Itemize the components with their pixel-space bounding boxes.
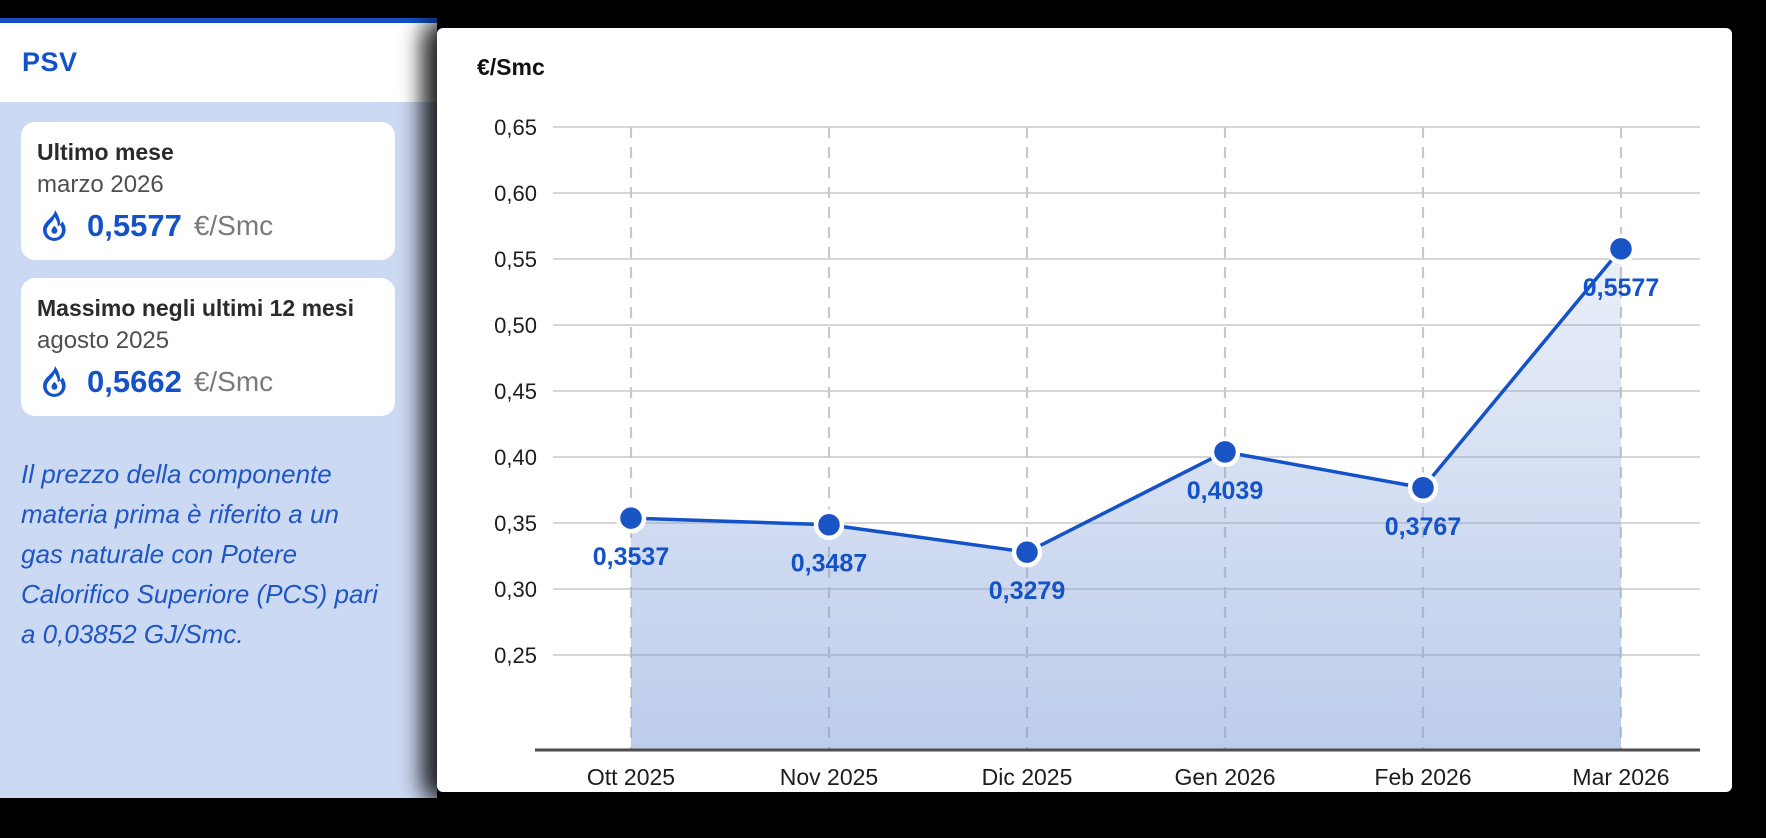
point-value-label: 0,4039 [1187, 477, 1263, 505]
flame-icon [43, 210, 66, 241]
y-tick-label: 0,45 [494, 379, 537, 404]
point-value-label: 0,5577 [1583, 274, 1659, 302]
point-value-label: 0,3767 [1385, 513, 1461, 541]
y-tick-label: 0,30 [494, 577, 537, 602]
x-tick-label: Feb 2026 [1374, 764, 1471, 790]
card-title: Massimo negli ultimi 12 mesi [37, 295, 354, 321]
price-line [630, 247, 1623, 554]
data-point [1605, 233, 1637, 265]
y-tick-label: 0,25 [494, 643, 537, 668]
card-title: Ultimo mese [37, 139, 174, 165]
max-12-months-card: Massimo negli ultimi 12 mesi agosto 2025… [21, 278, 395, 416]
data-point [1407, 472, 1439, 504]
card-value: 0,5662 [87, 364, 182, 399]
card-value-row: 0,5577 €/Smc [37, 208, 377, 244]
y-tick-label: 0,50 [494, 313, 537, 338]
chart-unit-label: €/Smc [477, 54, 545, 80]
card-value-row: 0,5662 €/Smc [37, 364, 377, 400]
card-unit: €/Smc [193, 366, 274, 397]
data-point [813, 509, 845, 540]
price-note-text: Il prezzo della componente materia prima… [21, 459, 378, 649]
point-value-label: 0,3537 [593, 543, 669, 571]
sidebar-header: PSV [0, 23, 437, 102]
point-value-label: 0,3487 [791, 550, 867, 578]
top-accent-bar [0, 18, 437, 23]
y-tick-label: 0,40 [494, 445, 537, 470]
card-subtitle: agosto 2025 [37, 327, 170, 354]
sidebar-panel: Ultimo mese marzo 2026 0,5577 €/Smc Mass… [0, 102, 437, 798]
card-subtitle: marzo 2026 [37, 171, 164, 198]
x-tick-label: Mar 2026 [1572, 764, 1669, 790]
psv-price-line-chart: 0,65 0,60 0,55 0,50 0,45 0,40 0,35 0,30 0,25 0,35… [494, 115, 1700, 790]
x-tick-label: Ott 2025 [587, 764, 675, 790]
latest-month-card: Ultimo mese marzo 2026 0,5577 €/Smc [21, 122, 395, 260]
page-title: PSV [22, 47, 78, 77]
area-fill [631, 248, 1621, 750]
x-tick-label: Dic 2025 [982, 764, 1073, 790]
flame-icon [43, 366, 66, 397]
data-point [1011, 536, 1043, 568]
y-tick-label: 0,35 [494, 511, 537, 536]
point-value-label: 0,3279 [989, 577, 1065, 605]
y-tick-label: 0,55 [494, 247, 537, 272]
x-tick-label: Gen 2026 [1174, 764, 1275, 790]
card-unit: €/Smc [193, 210, 274, 241]
data-point [1209, 436, 1241, 468]
card-value: 0,5577 [87, 208, 182, 243]
chart-card: 0,65 0,60 0,55 0,50 0,45 0,40 0,35 0,30 0,25 0,35… [437, 28, 1732, 792]
data-point [615, 502, 647, 534]
x-tick-label: Nov 2025 [780, 764, 878, 790]
y-tick-label: 0,65 [494, 115, 537, 140]
sidebar: PSV Ultimo mese marzo 2026 0,5577 €/Smc … [0, 0, 437, 838]
y-tick-label: 0,60 [494, 181, 537, 206]
